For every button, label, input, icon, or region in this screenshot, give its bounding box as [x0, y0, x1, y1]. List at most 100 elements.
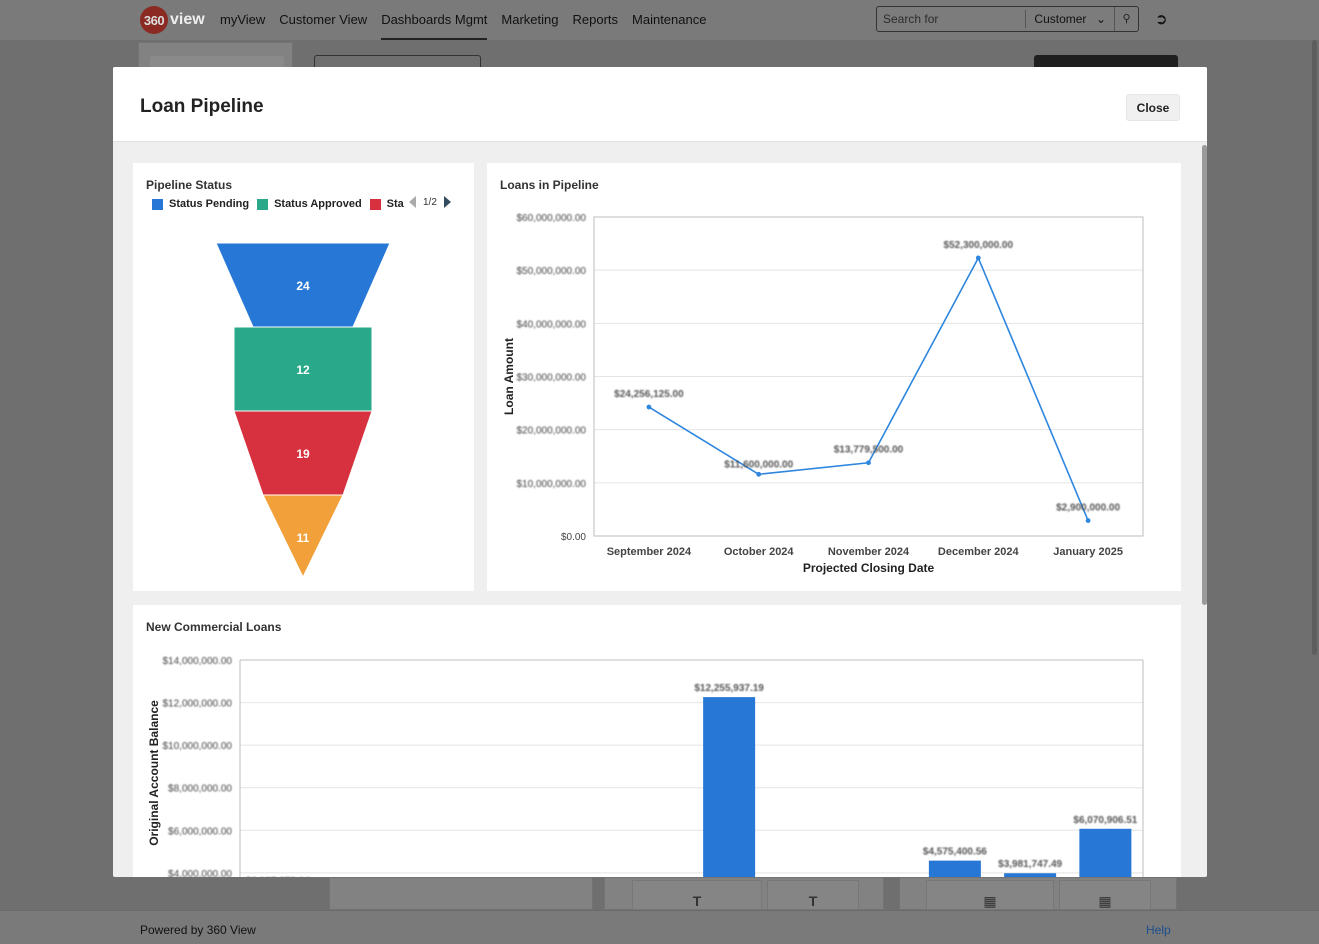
y-tick-label: $8,000,000.00 [168, 784, 232, 795]
grid-widget-icon: ▦ [1098, 893, 1112, 909]
logo-number: 360 [140, 6, 168, 34]
page-footer: Powered by 360 View Help [0, 910, 1319, 944]
nav-item-reports[interactable]: Reports [572, 12, 619, 27]
background-widget-tile: T [767, 880, 859, 910]
loans-in-pipeline-card: Loans in Pipeline $60,000,000.00 $50,000,… [487, 163, 1181, 591]
y-tick-label: $0.00 [561, 532, 586, 543]
legend-item-status-third[interactable]: Sta [369, 198, 417, 210]
x-tick-label: December 2024 [938, 546, 1020, 558]
app-logo[interactable]: 360 view [140, 6, 205, 34]
powered-by-text: Powered by 360 View [140, 923, 256, 937]
funnel-value-label: 24 [296, 279, 310, 293]
page-scrollbar[interactable] [1312, 40, 1317, 655]
legend-page-indicator: 1/2 [423, 196, 437, 208]
loan-pipeline-modal: Loan Pipeline Close Pipeline Status Stat… [113, 67, 1207, 877]
bar [1079, 828, 1132, 877]
search-input[interactable]: Search for [877, 10, 1027, 28]
data-label: $4,575,400.56 [923, 847, 987, 858]
x-tick-label: November 2024 [828, 546, 910, 558]
bar [703, 697, 756, 877]
nav-item-maintenance[interactable]: Maintenance [632, 12, 707, 27]
nav-item-marketing[interactable]: Marketing [501, 12, 559, 27]
modal-title: Loan Pipeline [140, 96, 264, 117]
line-point [1085, 518, 1091, 523]
y-tick-label: $40,000,000.00 [516, 319, 586, 330]
pipeline-status-card: Pipeline Status Status Pending Status Ap… [133, 163, 474, 591]
background-widget-tile: T [632, 880, 762, 910]
line-series [648, 256, 1089, 521]
y-tick-label: $30,000,000.00 [516, 373, 586, 384]
x-tick-label: January 2025 [1053, 546, 1123, 558]
data-label: $11,600,000.00 [724, 459, 793, 470]
background-widget-tile: ▦ [1059, 880, 1151, 910]
legend-label: Status Pending [169, 198, 250, 210]
bar [928, 860, 981, 877]
bar [1004, 873, 1057, 877]
nav-item-customer-view[interactable]: Customer View [279, 12, 368, 27]
data-label: $2,900,000.00 [1056, 503, 1120, 514]
modal-scrollbar[interactable] [1202, 145, 1207, 605]
data-label: $6,070,906.51 [1073, 815, 1137, 826]
bar-chart: $14,000,000.00 $12,000,000.00 $10,000,000.… [147, 656, 1144, 877]
loans-in-pipeline-title: Loans in Pipeline [500, 178, 599, 192]
y-tick-label: $50,000,000.00 [516, 266, 586, 277]
x-axis-title: Projected Closing Date [803, 561, 935, 575]
legend-prev-icon[interactable] [409, 196, 416, 208]
line-point [646, 404, 652, 410]
legend-item-status-approved[interactable]: Status Approved [257, 198, 362, 210]
y-tick-label: $4,000,000.00 [168, 869, 232, 877]
y-tick-label: $14,000,000.00 [162, 656, 232, 667]
chevron-down-icon: ⌄ [1096, 12, 1107, 26]
new-commercial-loans-title: New Commercial Loans [146, 620, 282, 634]
y-tick-label: $6,000,000.00 [168, 826, 232, 837]
pipeline-status-title: Pipeline Status [146, 178, 233, 192]
y-tick-label: $10,000,000.00 [516, 479, 586, 490]
main-nav: myView Customer View Dashboards Mgmt Mar… [220, 0, 720, 40]
legend-next-icon[interactable] [443, 196, 451, 208]
global-search: Search for Customer ⌄ ⚲ [876, 6, 1139, 32]
legend-swatch [257, 198, 269, 210]
legend-swatch [369, 198, 381, 210]
help-link[interactable]: Help [1146, 923, 1171, 937]
text-widget-icon: T [692, 893, 702, 909]
search-icon[interactable]: ⚲ [1114, 7, 1138, 31]
nav-item-dashboards-mgmt[interactable]: Dashboards Mgmt [381, 0, 488, 40]
y-axis-title: Loan Amount [502, 338, 516, 415]
data-label: $3,981,747.49 [998, 859, 1062, 870]
funnel-segment [262, 494, 344, 579]
line-point [866, 460, 871, 466]
line-point [756, 471, 762, 477]
data-label: $12,255,937.19 [694, 683, 764, 694]
x-tick-label: September 2024 [607, 546, 692, 558]
y-tick-label: $10,000,000.00 [162, 741, 232, 752]
search-scope-select[interactable]: Customer ⌄ [1026, 12, 1114, 26]
y-tick-label: $12,000,000.00 [162, 699, 232, 710]
funnel-chart: 24 12 19 11 [215, 242, 391, 579]
funnel-legend: Status Pending Status Approved Sta [152, 197, 425, 211]
logout-icon[interactable]: ➲ [1155, 11, 1168, 28]
data-label: $3,187,672.14 [246, 876, 310, 877]
search-scope-label: Customer [1034, 12, 1087, 26]
grid-widget-icon: ▦ [983, 893, 997, 909]
plot-frame [593, 216, 1144, 537]
close-button[interactable]: Close [1126, 94, 1180, 121]
top-navigation-bar: 360 view myView Customer View Dashboards… [0, 0, 1319, 40]
legend-label: Status Approved [274, 198, 362, 210]
data-label: $13,779,500.00 [834, 445, 904, 456]
new-commercial-loans-card: New Commercial Loans $14,000,000.00 $12,0… [133, 605, 1181, 877]
legend-swatch [152, 198, 163, 210]
y-tick-label: $60,000,000.00 [516, 213, 586, 224]
modal-header: Loan Pipeline Close [113, 67, 1207, 142]
line-point [975, 255, 981, 261]
y-axis-title: Original Account Balance [147, 700, 161, 846]
data-label: $24,256,125.00 [614, 389, 684, 400]
x-tick-label: October 2024 [724, 546, 795, 558]
legend-label: Sta [386, 198, 404, 210]
funnel-value-label: 12 [296, 363, 310, 377]
line-chart: $60,000,000.00 $50,000,000.00 $40,000,000.… [502, 213, 1144, 575]
funnel-value-label: 19 [296, 447, 310, 461]
funnel-value-label: 11 [297, 531, 310, 545]
y-tick-label: $20,000,000.00 [516, 426, 586, 437]
nav-item-myview[interactable]: myView [220, 12, 266, 27]
legend-item-status-pending[interactable]: Status Pending [152, 198, 249, 210]
